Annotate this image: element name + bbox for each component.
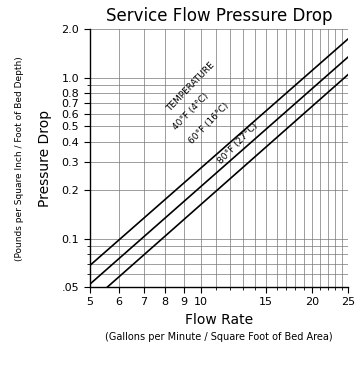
Text: TEMPERATURE: TEMPERATURE [165,61,217,113]
Text: (Pounds per Square Inch / Foot of Bed Depth): (Pounds per Square Inch / Foot of Bed De… [15,56,24,261]
Text: Pressure Drop: Pressure Drop [38,110,51,207]
Title: Service Flow Pressure Drop: Service Flow Pressure Drop [106,7,332,25]
Text: 40°F (4°C): 40°F (4°C) [171,92,210,132]
Text: (Gallons per Minute / Square Foot of Bed Area): (Gallons per Minute / Square Foot of Bed… [105,332,333,342]
Text: 80°F (27°C): 80°F (27°C) [216,121,260,166]
Text: 60°F (16°C): 60°F (16°C) [188,101,231,145]
Text: Flow Rate: Flow Rate [185,313,253,327]
